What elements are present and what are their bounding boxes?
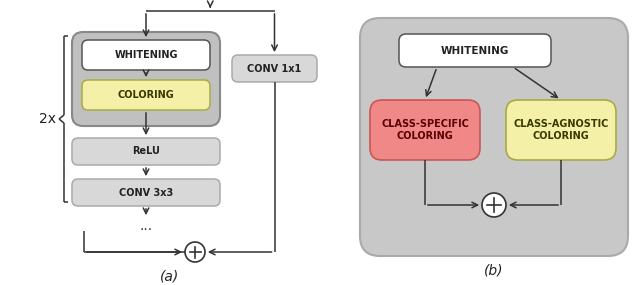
Text: CONV 3x3: CONV 3x3 [119,188,173,198]
FancyBboxPatch shape [232,55,317,82]
Text: (a): (a) [161,270,180,284]
Text: 2x: 2x [40,112,56,126]
FancyBboxPatch shape [370,100,480,160]
Circle shape [482,193,506,217]
FancyBboxPatch shape [82,40,210,70]
FancyBboxPatch shape [72,32,220,126]
FancyBboxPatch shape [82,80,210,110]
Text: ...: ... [140,219,152,233]
FancyBboxPatch shape [72,179,220,206]
Text: WHITENING: WHITENING [115,50,178,60]
Text: COLORING: COLORING [118,90,174,100]
Text: CLASS-SPECIFIC
COLORING: CLASS-SPECIFIC COLORING [381,119,469,141]
Text: WHITENING: WHITENING [441,46,509,56]
Text: (b): (b) [484,264,504,278]
Text: ReLU: ReLU [132,146,160,156]
Circle shape [185,242,205,262]
Text: CLASS-AGNOSTIC
COLORING: CLASS-AGNOSTIC COLORING [513,119,609,141]
FancyBboxPatch shape [360,18,628,256]
FancyBboxPatch shape [506,100,616,160]
FancyBboxPatch shape [399,34,551,67]
Text: CONV 1x1: CONV 1x1 [248,64,301,74]
FancyBboxPatch shape [72,138,220,165]
